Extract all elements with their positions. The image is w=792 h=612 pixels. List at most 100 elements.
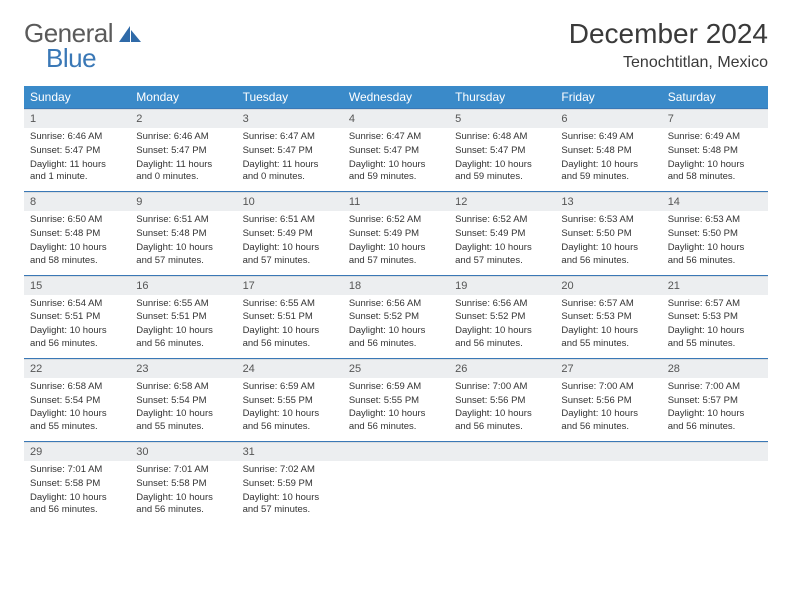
daylight-line: Daylight: 10 hours and 56 minutes. bbox=[136, 325, 230, 351]
sunrise-line: Sunrise: 6:55 AM bbox=[136, 298, 230, 311]
day-number: 19 bbox=[449, 276, 555, 295]
sunrise-line: Sunrise: 7:01 AM bbox=[30, 464, 124, 477]
daylight-line: Daylight: 10 hours and 55 minutes. bbox=[30, 408, 124, 434]
sunrise-line: Sunrise: 6:47 AM bbox=[349, 131, 443, 144]
day-number: 26 bbox=[449, 359, 555, 378]
day-number: 27 bbox=[555, 359, 661, 378]
sunrise-line: Sunrise: 6:58 AM bbox=[136, 381, 230, 394]
day-cell: 21Sunrise: 6:57 AMSunset: 5:53 PMDayligh… bbox=[662, 275, 768, 358]
daylight-line: Daylight: 11 hours and 0 minutes. bbox=[243, 159, 337, 185]
day-cell: 8Sunrise: 6:50 AMSunset: 5:48 PMDaylight… bbox=[24, 192, 130, 275]
day-body: Sunrise: 6:51 AMSunset: 5:48 PMDaylight:… bbox=[130, 211, 236, 274]
day-number: 30 bbox=[130, 442, 236, 461]
sunset-line: Sunset: 5:56 PM bbox=[455, 395, 549, 408]
day-body: Sunrise: 6:53 AMSunset: 5:50 PMDaylight:… bbox=[555, 211, 661, 274]
sunset-line: Sunset: 5:52 PM bbox=[349, 311, 443, 324]
sunrise-line: Sunrise: 6:57 AM bbox=[561, 298, 655, 311]
dow-header: Thursday bbox=[449, 86, 555, 109]
day-number: 24 bbox=[237, 359, 343, 378]
daylight-line: Daylight: 10 hours and 56 minutes. bbox=[668, 242, 762, 268]
day-number: 22 bbox=[24, 359, 130, 378]
sunset-line: Sunset: 5:47 PM bbox=[30, 145, 124, 158]
logo: General Blue bbox=[24, 18, 141, 74]
daylight-line: Daylight: 10 hours and 57 minutes. bbox=[349, 242, 443, 268]
day-body bbox=[449, 461, 555, 519]
day-number: 4 bbox=[343, 109, 449, 128]
sunset-line: Sunset: 5:54 PM bbox=[30, 395, 124, 408]
daylight-line: Daylight: 11 hours and 0 minutes. bbox=[136, 159, 230, 185]
daylight-line: Daylight: 10 hours and 56 minutes. bbox=[30, 325, 124, 351]
day-body: Sunrise: 6:58 AMSunset: 5:54 PMDaylight:… bbox=[24, 378, 130, 441]
day-body bbox=[555, 461, 661, 519]
day-cell: 25Sunrise: 6:59 AMSunset: 5:55 PMDayligh… bbox=[343, 358, 449, 441]
day-body: Sunrise: 6:49 AMSunset: 5:48 PMDaylight:… bbox=[662, 128, 768, 191]
sunset-line: Sunset: 5:49 PM bbox=[243, 228, 337, 241]
day-number: 13 bbox=[555, 192, 661, 211]
day-number: 5 bbox=[449, 109, 555, 128]
sunrise-line: Sunrise: 6:59 AM bbox=[243, 381, 337, 394]
sunset-line: Sunset: 5:47 PM bbox=[349, 145, 443, 158]
day-number: 17 bbox=[237, 276, 343, 295]
day-body: Sunrise: 6:49 AMSunset: 5:48 PMDaylight:… bbox=[555, 128, 661, 191]
day-cell: 20Sunrise: 6:57 AMSunset: 5:53 PMDayligh… bbox=[555, 275, 661, 358]
day-number: 14 bbox=[662, 192, 768, 211]
day-number: 23 bbox=[130, 359, 236, 378]
day-number bbox=[662, 442, 768, 461]
day-cell: 29Sunrise: 7:01 AMSunset: 5:58 PMDayligh… bbox=[24, 442, 130, 525]
day-number: 25 bbox=[343, 359, 449, 378]
day-body: Sunrise: 7:01 AMSunset: 5:58 PMDaylight:… bbox=[24, 461, 130, 524]
day-cell: 26Sunrise: 7:00 AMSunset: 5:56 PMDayligh… bbox=[449, 358, 555, 441]
day-cell: 17Sunrise: 6:55 AMSunset: 5:51 PMDayligh… bbox=[237, 275, 343, 358]
sunrise-line: Sunrise: 6:53 AM bbox=[561, 214, 655, 227]
daylight-line: Daylight: 11 hours and 1 minute. bbox=[30, 159, 124, 185]
day-number: 20 bbox=[555, 276, 661, 295]
day-cell: 15Sunrise: 6:54 AMSunset: 5:51 PMDayligh… bbox=[24, 275, 130, 358]
sunset-line: Sunset: 5:48 PM bbox=[561, 145, 655, 158]
day-cell: 4Sunrise: 6:47 AMSunset: 5:47 PMDaylight… bbox=[343, 109, 449, 192]
sunrise-line: Sunrise: 6:57 AM bbox=[668, 298, 762, 311]
daylight-line: Daylight: 10 hours and 57 minutes. bbox=[136, 242, 230, 268]
sunset-line: Sunset: 5:54 PM bbox=[136, 395, 230, 408]
sunset-line: Sunset: 5:50 PM bbox=[668, 228, 762, 241]
day-number: 2 bbox=[130, 109, 236, 128]
day-number: 18 bbox=[343, 276, 449, 295]
empty-day-cell bbox=[555, 442, 661, 525]
day-number bbox=[449, 442, 555, 461]
sunset-line: Sunset: 5:48 PM bbox=[668, 145, 762, 158]
dow-header: Sunday bbox=[24, 86, 130, 109]
title-block: December 2024 Tenochtitlan, Mexico bbox=[569, 18, 768, 72]
sunrise-line: Sunrise: 6:56 AM bbox=[455, 298, 549, 311]
day-body: Sunrise: 6:55 AMSunset: 5:51 PMDaylight:… bbox=[237, 295, 343, 358]
sunrise-line: Sunrise: 6:50 AM bbox=[30, 214, 124, 227]
day-body: Sunrise: 6:56 AMSunset: 5:52 PMDaylight:… bbox=[449, 295, 555, 358]
sunset-line: Sunset: 5:47 PM bbox=[455, 145, 549, 158]
sunrise-line: Sunrise: 6:47 AM bbox=[243, 131, 337, 144]
sunset-line: Sunset: 5:52 PM bbox=[455, 311, 549, 324]
day-body: Sunrise: 6:51 AMSunset: 5:49 PMDaylight:… bbox=[237, 211, 343, 274]
day-number: 11 bbox=[343, 192, 449, 211]
day-cell: 18Sunrise: 6:56 AMSunset: 5:52 PMDayligh… bbox=[343, 275, 449, 358]
day-cell: 2Sunrise: 6:46 AMSunset: 5:47 PMDaylight… bbox=[130, 109, 236, 192]
day-body: Sunrise: 6:52 AMSunset: 5:49 PMDaylight:… bbox=[343, 211, 449, 274]
day-number: 29 bbox=[24, 442, 130, 461]
daylight-line: Daylight: 10 hours and 57 minutes. bbox=[455, 242, 549, 268]
sunrise-line: Sunrise: 6:52 AM bbox=[455, 214, 549, 227]
sunrise-line: Sunrise: 6:46 AM bbox=[30, 131, 124, 144]
daylight-line: Daylight: 10 hours and 56 minutes. bbox=[349, 325, 443, 351]
day-cell: 22Sunrise: 6:58 AMSunset: 5:54 PMDayligh… bbox=[24, 358, 130, 441]
day-number: 31 bbox=[237, 442, 343, 461]
day-cell: 16Sunrise: 6:55 AMSunset: 5:51 PMDayligh… bbox=[130, 275, 236, 358]
dow-header: Wednesday bbox=[343, 86, 449, 109]
calendar-table: SundayMondayTuesdayWednesdayThursdayFrid… bbox=[24, 86, 768, 524]
day-number bbox=[555, 442, 661, 461]
day-body: Sunrise: 6:58 AMSunset: 5:54 PMDaylight:… bbox=[130, 378, 236, 441]
day-number: 7 bbox=[662, 109, 768, 128]
sunrise-line: Sunrise: 6:46 AM bbox=[136, 131, 230, 144]
daylight-line: Daylight: 10 hours and 55 minutes. bbox=[136, 408, 230, 434]
sunset-line: Sunset: 5:53 PM bbox=[561, 311, 655, 324]
day-number: 1 bbox=[24, 109, 130, 128]
day-body: Sunrise: 6:59 AMSunset: 5:55 PMDaylight:… bbox=[343, 378, 449, 441]
day-cell: 6Sunrise: 6:49 AMSunset: 5:48 PMDaylight… bbox=[555, 109, 661, 192]
day-cell: 7Sunrise: 6:49 AMSunset: 5:48 PMDaylight… bbox=[662, 109, 768, 192]
sunrise-line: Sunrise: 7:01 AM bbox=[136, 464, 230, 477]
